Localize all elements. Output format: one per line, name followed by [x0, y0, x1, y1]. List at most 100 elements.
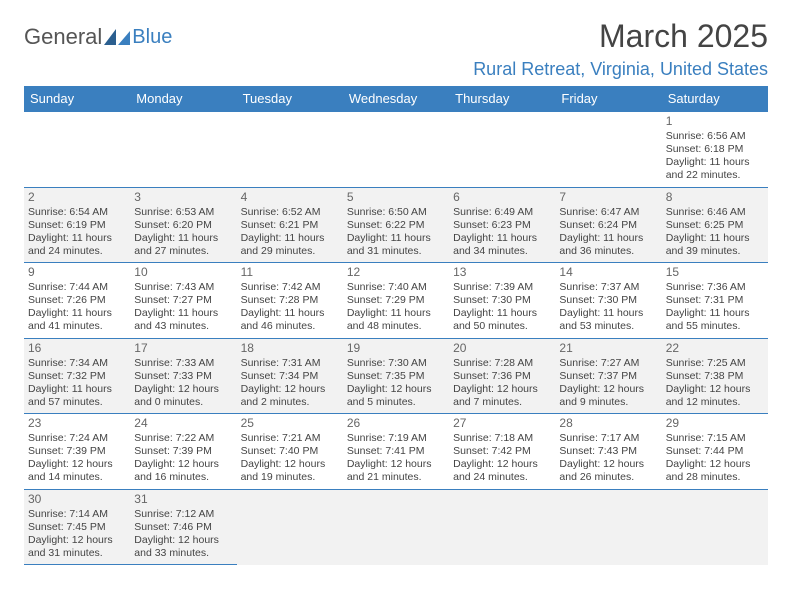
- sunrise-text: Sunrise: 7:25 AM: [666, 357, 764, 370]
- sunrise-text: Sunrise: 7:14 AM: [28, 508, 126, 521]
- day-number: 5: [347, 190, 445, 205]
- logo: General Blue: [24, 24, 172, 50]
- sunrise-text: Sunrise: 7:42 AM: [241, 281, 339, 294]
- sunrise-text: Sunrise: 6:54 AM: [28, 206, 126, 219]
- day-number: 11: [241, 265, 339, 280]
- sunset-text: Sunset: 7:41 PM: [347, 445, 445, 458]
- day-number: 27: [453, 416, 551, 431]
- day-number: 25: [241, 416, 339, 431]
- day-number: 14: [559, 265, 657, 280]
- calendar-day: 6Sunrise: 6:49 AMSunset: 6:23 PMDaylight…: [449, 187, 555, 263]
- calendar-day: 21Sunrise: 7:27 AMSunset: 7:37 PMDayligh…: [555, 338, 661, 414]
- sunrise-text: Sunrise: 7:18 AM: [453, 432, 551, 445]
- calendar-day-empty: [343, 489, 449, 565]
- daylight-text: Daylight: 12 hours and 12 minutes.: [666, 383, 764, 409]
- sunrise-text: Sunrise: 7:43 AM: [134, 281, 232, 294]
- sunrise-text: Sunrise: 7:39 AM: [453, 281, 551, 294]
- page-header: General Blue March 2025 Rural Retreat, V…: [24, 18, 768, 80]
- daylight-text: Daylight: 12 hours and 19 minutes.: [241, 458, 339, 484]
- day-number: 31: [134, 492, 232, 507]
- sunset-text: Sunset: 6:25 PM: [666, 219, 764, 232]
- sunrise-text: Sunrise: 7:19 AM: [347, 432, 445, 445]
- day-number: 29: [666, 416, 764, 431]
- calendar-week: 16Sunrise: 7:34 AMSunset: 7:32 PMDayligh…: [24, 338, 768, 414]
- daylight-text: Daylight: 12 hours and 31 minutes.: [28, 534, 126, 560]
- daylight-text: Daylight: 11 hours and 55 minutes.: [666, 307, 764, 333]
- day-number: 22: [666, 341, 764, 356]
- calendar-day: 17Sunrise: 7:33 AMSunset: 7:33 PMDayligh…: [130, 338, 236, 414]
- calendar-day-empty: [237, 112, 343, 188]
- sunrise-text: Sunrise: 7:12 AM: [134, 508, 232, 521]
- calendar-day: 23Sunrise: 7:24 AMSunset: 7:39 PMDayligh…: [24, 414, 130, 490]
- day-number: 19: [347, 341, 445, 356]
- day-header: Saturday: [662, 86, 768, 112]
- calendar-week: 1Sunrise: 6:56 AMSunset: 6:18 PMDaylight…: [24, 112, 768, 188]
- sunrise-text: Sunrise: 7:22 AM: [134, 432, 232, 445]
- sunset-text: Sunset: 6:20 PM: [134, 219, 232, 232]
- daylight-text: Daylight: 11 hours and 57 minutes.: [28, 383, 126, 409]
- calendar-day: 12Sunrise: 7:40 AMSunset: 7:29 PMDayligh…: [343, 263, 449, 339]
- daylight-text: Daylight: 12 hours and 21 minutes.: [347, 458, 445, 484]
- sunrise-text: Sunrise: 7:30 AM: [347, 357, 445, 370]
- daylight-text: Daylight: 11 hours and 22 minutes.: [666, 156, 764, 182]
- daylight-text: Daylight: 11 hours and 24 minutes.: [28, 232, 126, 258]
- day-number: 8: [666, 190, 764, 205]
- sunset-text: Sunset: 7:31 PM: [666, 294, 764, 307]
- sunset-text: Sunset: 7:36 PM: [453, 370, 551, 383]
- daylight-text: Daylight: 12 hours and 24 minutes.: [453, 458, 551, 484]
- calendar-day: 25Sunrise: 7:21 AMSunset: 7:40 PMDayligh…: [237, 414, 343, 490]
- day-number: 7: [559, 190, 657, 205]
- logo-text-1: General: [24, 24, 102, 50]
- daylight-text: Daylight: 12 hours and 28 minutes.: [666, 458, 764, 484]
- sunset-text: Sunset: 7:37 PM: [559, 370, 657, 383]
- calendar-day: 16Sunrise: 7:34 AMSunset: 7:32 PMDayligh…: [24, 338, 130, 414]
- daylight-text: Daylight: 11 hours and 41 minutes.: [28, 307, 126, 333]
- daylight-text: Daylight: 11 hours and 46 minutes.: [241, 307, 339, 333]
- day-number: 12: [347, 265, 445, 280]
- daylight-text: Daylight: 12 hours and 7 minutes.: [453, 383, 551, 409]
- month-title: March 2025: [473, 18, 768, 55]
- sunset-text: Sunset: 6:18 PM: [666, 143, 764, 156]
- day-number: 13: [453, 265, 551, 280]
- calendar-day: 20Sunrise: 7:28 AMSunset: 7:36 PMDayligh…: [449, 338, 555, 414]
- sunset-text: Sunset: 7:39 PM: [28, 445, 126, 458]
- calendar-day-empty: [449, 112, 555, 188]
- daylight-text: Daylight: 11 hours and 31 minutes.: [347, 232, 445, 258]
- day-number: 2: [28, 190, 126, 205]
- day-number: 15: [666, 265, 764, 280]
- day-number: 20: [453, 341, 551, 356]
- daylight-text: Daylight: 11 hours and 29 minutes.: [241, 232, 339, 258]
- calendar-day: 28Sunrise: 7:17 AMSunset: 7:43 PMDayligh…: [555, 414, 661, 490]
- sunrise-text: Sunrise: 6:56 AM: [666, 130, 764, 143]
- daylight-text: Daylight: 12 hours and 16 minutes.: [134, 458, 232, 484]
- calendar-day-empty: [237, 489, 343, 565]
- sunrise-text: Sunrise: 6:49 AM: [453, 206, 551, 219]
- day-number: 21: [559, 341, 657, 356]
- day-number: 17: [134, 341, 232, 356]
- calendar-day: 19Sunrise: 7:30 AMSunset: 7:35 PMDayligh…: [343, 338, 449, 414]
- calendar-day: 3Sunrise: 6:53 AMSunset: 6:20 PMDaylight…: [130, 187, 236, 263]
- sunset-text: Sunset: 7:43 PM: [559, 445, 657, 458]
- sunset-text: Sunset: 7:30 PM: [559, 294, 657, 307]
- daylight-text: Daylight: 11 hours and 27 minutes.: [134, 232, 232, 258]
- calendar-day: 11Sunrise: 7:42 AMSunset: 7:28 PMDayligh…: [237, 263, 343, 339]
- sunset-text: Sunset: 7:46 PM: [134, 521, 232, 534]
- calendar-day-empty: [555, 489, 661, 565]
- daylight-text: Daylight: 11 hours and 53 minutes.: [559, 307, 657, 333]
- sunset-text: Sunset: 7:33 PM: [134, 370, 232, 383]
- calendar-day: 9Sunrise: 7:44 AMSunset: 7:26 PMDaylight…: [24, 263, 130, 339]
- day-number: 4: [241, 190, 339, 205]
- daylight-text: Daylight: 11 hours and 50 minutes.: [453, 307, 551, 333]
- day-number: 24: [134, 416, 232, 431]
- daylight-text: Daylight: 12 hours and 26 minutes.: [559, 458, 657, 484]
- sunset-text: Sunset: 7:27 PM: [134, 294, 232, 307]
- calendar-day-empty: [662, 489, 768, 565]
- calendar-table: SundayMondayTuesdayWednesdayThursdayFrid…: [24, 86, 768, 565]
- sunrise-text: Sunrise: 6:53 AM: [134, 206, 232, 219]
- calendar-day: 29Sunrise: 7:15 AMSunset: 7:44 PMDayligh…: [662, 414, 768, 490]
- title-block: March 2025 Rural Retreat, Virginia, Unit…: [473, 18, 768, 80]
- calendar-day: 8Sunrise: 6:46 AMSunset: 6:25 PMDaylight…: [662, 187, 768, 263]
- sunrise-text: Sunrise: 7:28 AM: [453, 357, 551, 370]
- day-number: 28: [559, 416, 657, 431]
- calendar-week: 30Sunrise: 7:14 AMSunset: 7:45 PMDayligh…: [24, 489, 768, 565]
